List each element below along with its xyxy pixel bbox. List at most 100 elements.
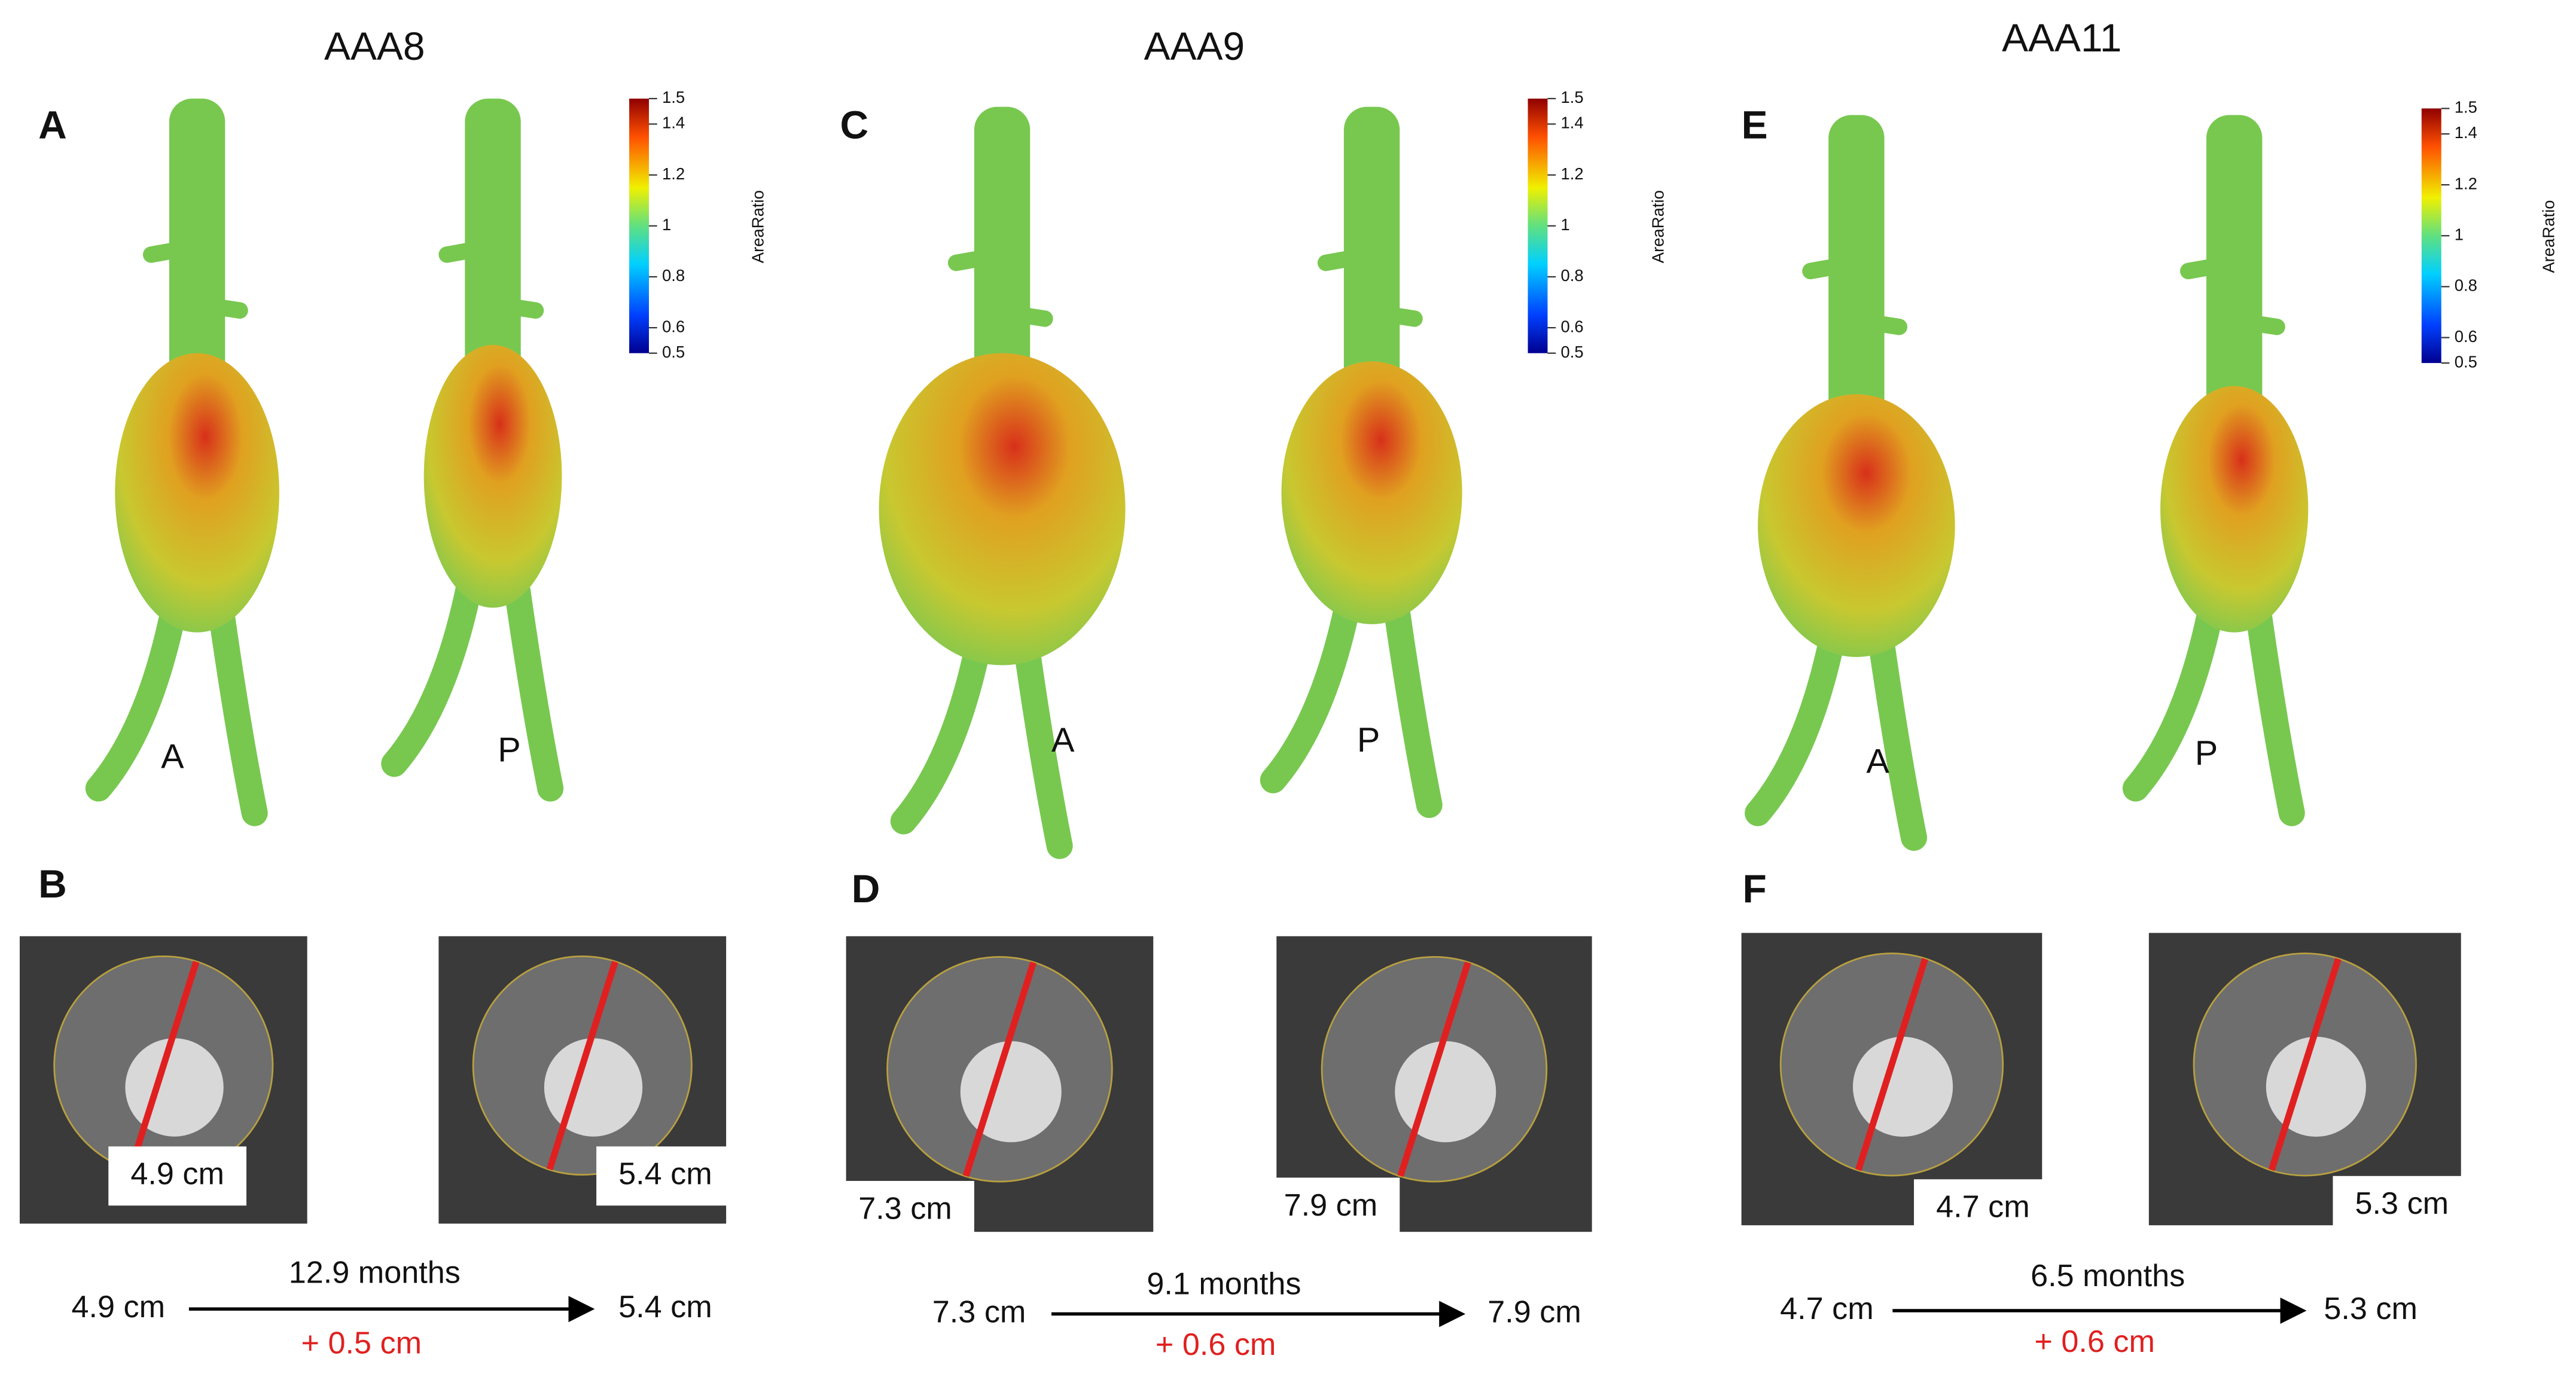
measure-box	[2333, 1176, 2471, 1235]
panel-letter: C	[840, 103, 869, 147]
iliac-right	[504, 578, 564, 802]
panel-letter: E	[1742, 103, 1768, 147]
measurement: 5.3 cm	[2355, 1186, 2449, 1221]
colorbar-tick-label: 1.2	[662, 164, 685, 183]
panel-letter: A	[38, 103, 67, 147]
timeline-duration: 6.5 months	[2031, 1259, 2185, 1293]
branch	[1317, 246, 1423, 327]
colorbar-tick-label: 1.4	[2455, 123, 2477, 142]
column-title: AAA11	[2002, 16, 2121, 60]
panel-letter: F	[1742, 866, 1766, 911]
measurement: 4.9 cm	[130, 1157, 224, 1192]
colorbar-tick-label: 0.8	[2455, 276, 2477, 295]
timeline-end: 7.9 cm	[1487, 1295, 1581, 1329]
colorbar-tick-label: 1.4	[1560, 114, 1583, 132]
branch	[142, 238, 248, 319]
diameter-line	[2268, 958, 2342, 1171]
iliac-left	[85, 603, 186, 802]
colorbar-tick-label: 0.8	[1560, 266, 1583, 285]
iliac-left	[381, 578, 481, 777]
colorbar-tick-label: 0.5	[1560, 343, 1583, 361]
colorbar-tick-label: 1	[662, 215, 671, 234]
branch	[438, 238, 544, 319]
timeline-change: + 0.6 cm	[2034, 1324, 2155, 1359]
column-title: AAA8	[324, 24, 425, 68]
aneurysm-sac	[1281, 361, 1462, 624]
colorbar-label: AreaRatio	[2539, 200, 2557, 273]
colorbar-tick-label: 0.6	[1560, 317, 1583, 335]
measurement: 5.4 cm	[618, 1157, 712, 1192]
colorbar-tick-label: 0.6	[2455, 327, 2477, 346]
timeline-duration: 12.9 months	[289, 1255, 461, 1290]
view-label: P	[2195, 734, 2218, 773]
panel-letter: D	[852, 866, 880, 911]
iliac-right	[2245, 603, 2305, 826]
timeline-start: 4.7 cm	[1780, 1292, 1874, 1326]
lumen	[1852, 1036, 1953, 1137]
lumen	[544, 1038, 643, 1137]
timeline-end: 5.4 cm	[618, 1290, 712, 1324]
measure-box	[108, 1146, 247, 1206]
colorbar	[629, 98, 649, 353]
view-label: A	[1866, 743, 1889, 781]
iliac-left	[890, 636, 991, 835]
aneurysm-sac	[2160, 386, 2309, 633]
lumen	[2266, 1036, 2366, 1137]
colorbar-label: AreaRatio	[1649, 190, 1667, 263]
column: AAA8 A B A P 1.5 1.4 1.2 1 0.8 0.6 0.5 AreaRatio 4.9 …	[19, 24, 767, 1361]
lumen	[960, 1041, 1062, 1143]
colorbar-tick-label: 1.5	[2455, 98, 2477, 117]
iliac-left	[2122, 603, 2223, 802]
branch	[2180, 254, 2285, 335]
timeline-duration: 9.1 months	[1147, 1267, 1301, 1302]
measure-box	[596, 1146, 734, 1206]
colorbar-tick-label: 1.2	[2455, 174, 2477, 193]
branch	[947, 246, 1053, 327]
colorbar-tick-label: 1	[1560, 215, 1569, 234]
view-label: A	[161, 737, 184, 776]
branch	[1802, 254, 1908, 335]
diameter-line	[127, 960, 200, 1171]
column: AAA9 C D A P 1.5 1.4 1.2 1 0.8 0.6 0.5 AreaRatio 7.3 …	[836, 24, 1667, 1362]
timeline-change: + 0.5 cm	[301, 1326, 422, 1361]
aneurysm-sac	[879, 353, 1126, 665]
iliac-right	[1013, 636, 1073, 859]
aneurysm-sac	[423, 344, 562, 608]
timeline-start: 4.9 cm	[71, 1290, 165, 1324]
view-label: A	[1051, 721, 1075, 759]
timeline-change: + 0.6 cm	[1156, 1327, 1276, 1362]
colorbar-tick-label: 1.5	[662, 88, 685, 106]
measure-box	[1261, 1177, 1400, 1237]
measure-box	[836, 1181, 974, 1240]
view-label: P	[498, 731, 520, 769]
timeline-end: 5.3 cm	[2324, 1292, 2418, 1326]
colorbar-tick-label: 0.8	[662, 266, 685, 285]
measurement: 7.3 cm	[858, 1191, 952, 1226]
colorbar-tick-label: 1	[2455, 225, 2464, 244]
measurement: 7.9 cm	[1284, 1188, 1378, 1223]
diameter-line	[1397, 961, 1471, 1177]
iliac-right	[208, 603, 268, 826]
iliac-left	[1260, 594, 1361, 793]
colorbar	[1528, 98, 1548, 353]
colorbar-tick-label: 1.4	[662, 114, 685, 132]
iliac-left	[1745, 627, 1845, 826]
lumen	[1395, 1041, 1496, 1143]
diameter-line	[546, 960, 618, 1171]
colorbar	[2421, 108, 2441, 364]
lumen	[125, 1038, 224, 1137]
colorbar-tick-label: 1.5	[1560, 88, 1583, 106]
colorbar-tick-label: 1.2	[1560, 164, 1583, 183]
column: AAA11 E F A P 1.5 1.4 1.2 1 0.8 0.6 0.5 AreaRatio 4.7…	[1742, 16, 2558, 1359]
iliac-right	[1383, 594, 1443, 819]
panel-letter: B	[38, 862, 67, 906]
colorbar-label: AreaRatio	[748, 190, 767, 263]
colorbar-tick-label: 0.5	[662, 343, 685, 361]
measure-box	[1914, 1179, 2052, 1239]
aneurysm-sac	[115, 353, 279, 633]
diameter-line	[1855, 958, 1928, 1171]
column-title: AAA9	[1144, 24, 1245, 68]
timeline-start: 7.3 cm	[932, 1295, 1026, 1329]
diameter-line	[962, 961, 1037, 1177]
